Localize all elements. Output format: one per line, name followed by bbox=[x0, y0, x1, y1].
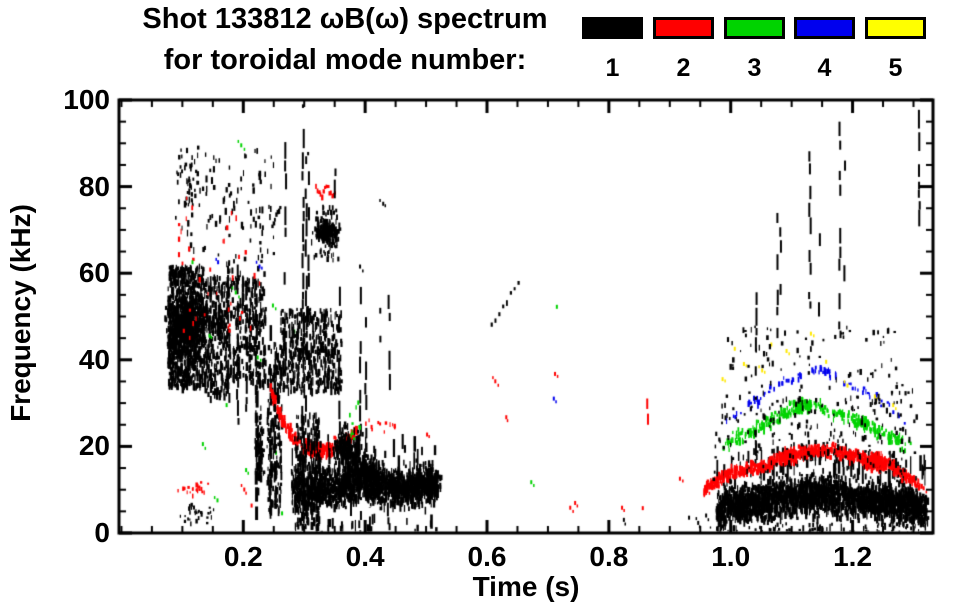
y-axis-label: Frequency (kHz) bbox=[5, 204, 36, 422]
legend-swatch-mode-5 bbox=[865, 17, 926, 39]
x-tick-label-0.4: 0.4 bbox=[345, 541, 385, 572]
chart-title-line-1: Shot 133812 ωB(ω) spectrum bbox=[142, 3, 548, 35]
legend-swatch-mode-1 bbox=[582, 17, 643, 39]
legend-label-mode-5: 5 bbox=[888, 54, 903, 82]
legend-label-mode-4: 4 bbox=[817, 54, 832, 82]
legend-label-mode-3: 3 bbox=[747, 54, 762, 82]
x-tick-label-0.6: 0.6 bbox=[467, 541, 507, 572]
y-tick-label-100: 100 bbox=[63, 84, 110, 115]
legend-label-mode-1: 1 bbox=[605, 54, 620, 82]
x-tick-label-1.2: 1.2 bbox=[833, 541, 873, 572]
x-tick-label-1.0: 1.0 bbox=[711, 541, 751, 572]
legend-swatch-mode-4 bbox=[794, 17, 855, 39]
legend-swatch-mode-3 bbox=[724, 17, 785, 39]
y-tick-label-20: 20 bbox=[78, 430, 110, 462]
y-tick-label-80: 80 bbox=[78, 170, 110, 202]
y-tick-label-40: 40 bbox=[78, 343, 110, 375]
x-tick-label-0.8: 0.8 bbox=[589, 541, 629, 572]
chart-title-line-2: for toroidal mode number: bbox=[163, 44, 527, 76]
x-axis-label: Time (s) bbox=[472, 571, 580, 602]
y-tick-label-0: 0 bbox=[94, 517, 110, 548]
y-tick-label-60: 60 bbox=[78, 257, 110, 289]
legend-label-mode-2: 2 bbox=[676, 54, 691, 82]
legend-swatch-mode-2 bbox=[653, 17, 714, 39]
x-tick-label-0.2: 0.2 bbox=[223, 541, 263, 572]
